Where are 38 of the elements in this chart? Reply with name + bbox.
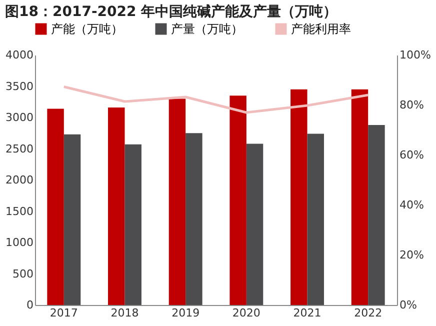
bar — [230, 96, 246, 305]
y-tick-label: 2500 — [6, 142, 34, 156]
y2-tick-label: 40% — [400, 198, 424, 212]
y2-tick-label: 0% — [400, 298, 417, 312]
legend-label: 产能（万吨） — [51, 22, 123, 36]
y-tick-label: 3000 — [6, 111, 34, 124]
y-tick-label: 0 — [26, 298, 34, 312]
bar — [186, 133, 202, 305]
x-tick-label: 2021 — [293, 306, 322, 320]
x-tick-label: 2018 — [110, 306, 139, 320]
y2-tick-label: 20% — [400, 248, 424, 262]
bar — [168, 98, 186, 305]
line-series — [62, 86, 370, 114]
y2-tick-label: 100% — [400, 48, 431, 62]
bar — [368, 125, 385, 305]
bar — [124, 144, 142, 305]
y-tick-label: 1000 — [6, 236, 34, 249]
bar — [290, 89, 308, 305]
y-tick-label: 500 — [12, 267, 34, 280]
y-tick-label: 4000 — [6, 48, 34, 62]
legend-label: 产能利用率 — [291, 22, 351, 36]
y-tick-label: 3500 — [6, 80, 34, 93]
x-tick-label: 2022 — [354, 306, 382, 320]
x-tick-label: 2019 — [172, 306, 200, 320]
y-tick-label: 1500 — [6, 204, 34, 218]
y2-tick-label: 80% — [400, 98, 424, 112]
x-tick-label: 2017 — [50, 306, 78, 320]
bar — [351, 89, 368, 305]
y-tick-label: 2000 — [6, 174, 34, 186]
legend-label: 产量（万吨） — [171, 22, 243, 36]
bar — [64, 134, 81, 305]
y2-tick-label: 60% — [400, 148, 424, 162]
bar — [108, 108, 125, 305]
bar — [246, 144, 264, 305]
bar — [47, 108, 64, 305]
chart-title: 图18：2017-2022 年中国纯碱产能及产量（万吨） — [5, 3, 338, 20]
bar — [307, 134, 324, 305]
x-tick-label: 2020 — [232, 306, 260, 320]
